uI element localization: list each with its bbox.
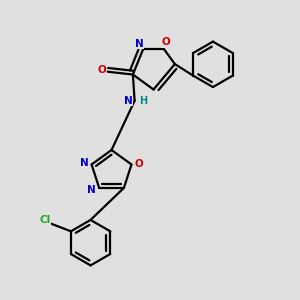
Text: O: O — [161, 38, 170, 47]
Text: N: N — [87, 185, 96, 195]
Text: H: H — [139, 96, 147, 106]
Text: N: N — [80, 158, 88, 168]
Text: Cl: Cl — [39, 215, 50, 225]
Text: N: N — [124, 96, 133, 106]
Text: O: O — [134, 160, 143, 170]
Text: O: O — [97, 65, 106, 75]
Text: N: N — [135, 39, 143, 49]
